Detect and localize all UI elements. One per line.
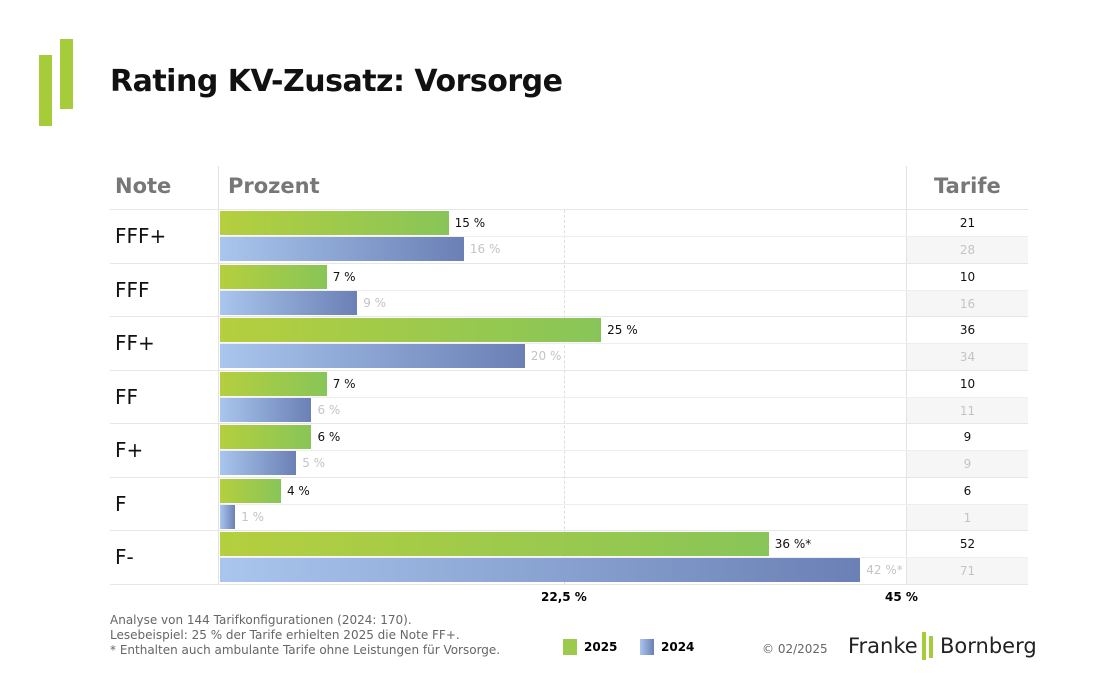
row-divider [110,423,1028,424]
tarife-value: 16 [959,296,976,311]
logo-bar-icon [922,632,926,660]
tarife-bg [907,504,1028,531]
data-label: 5 % [302,456,326,470]
data-label: 6 % [317,430,341,444]
row-subdivider [220,503,1028,505]
bar-2024 [220,344,525,368]
bar-2024 [220,397,312,422]
tarife-value: 11 [959,403,976,418]
bar-2024 [220,290,358,315]
data-label: 4 % [286,483,310,498]
legend-swatch-2024 [640,639,654,655]
tarife-value: 21 [959,216,976,230]
row-divider [110,209,1028,210]
row-divider [110,584,1028,585]
tarife-value: 9 [963,457,972,471]
footnote: Analyse von 144 Tarifkonfigurationen (20… [110,613,412,627]
footnote: Lesebeispiel: 25 % der Tarife erhielten … [110,628,460,642]
divider [218,166,219,584]
category-label: F [115,491,127,516]
row-subdivider [220,396,1028,398]
brand-mark-icon [39,55,52,126]
data-label: 7 % [332,376,356,391]
category-label: FFF [115,277,150,302]
data-label: 16 % [469,242,501,256]
tarife-value: 6 [963,483,972,498]
category-label: F- [115,545,134,569]
data-label: 1 % [241,509,265,524]
data-label: 25 % [607,323,638,337]
legend-2025: 2025 [584,640,618,654]
footnote: * Enthalten auch ambulante Tarife ohne L… [110,643,501,657]
bar-2025 [220,264,327,289]
bar-2025 [220,318,602,342]
data-label: 15 % [454,216,486,230]
data-label: 36 %* [774,537,812,551]
bar-2025 [220,478,281,503]
tarife-value: 34 [959,350,976,364]
data-label: 9 % [363,295,387,310]
tarife-value: 28 [959,243,976,257]
row-subdivider [220,343,1028,344]
tarife-bg [907,558,1028,584]
tick-label: 22,5 % [541,590,587,604]
footnotes: Analyse von 144 Tarifkonfigurationen (20… [110,613,500,658]
row-divider [110,316,1028,317]
data-label: 20 % [530,349,562,363]
bar-2025 [220,371,327,396]
header-tarife: Tarife [934,174,1001,198]
bar-2024 [220,558,861,582]
tick-label: 45 % [885,590,918,604]
data-label: 42 %* [866,563,903,577]
category-label: F+ [115,438,144,462]
tarife-bg [907,237,1028,263]
brand-mark-icon [60,39,73,109]
data-label: 6 % [317,402,341,417]
tarife-value: 36 [959,323,976,337]
row-divider [110,262,1028,264]
row-subdivider [220,450,1028,451]
legend-2024: 2024 [661,640,695,654]
row-divider [110,369,1028,371]
header-note: Note [115,174,172,198]
header-prozent: Prozent [228,174,320,198]
divider [906,166,907,584]
bar-2024 [220,237,464,261]
tarife-value: 10 [959,376,976,391]
data-label: 7 % [332,269,356,284]
logo-bar-icon [929,636,933,658]
row-subdivider [220,236,1028,237]
category-label: FF [115,384,139,409]
bar-2024 [220,504,236,529]
tarife-value: 52 [959,537,976,551]
bar-2025 [220,211,449,235]
tarife-bg [907,290,1028,317]
logo-franke: Franke [848,634,918,658]
tarife-value: 1 [963,510,972,525]
row-subdivider [220,557,1028,558]
row-divider [110,476,1028,478]
row-divider [110,530,1028,531]
tarife-value: 9 [963,430,972,444]
tarife-bg [907,344,1028,370]
chart-title: Rating KV-Zusatz: Vorsorge [110,64,563,99]
tarife-bg [907,451,1028,477]
bar-2025 [220,425,312,449]
tarife-value: 71 [959,564,976,578]
logo-bornberg: Bornberg [940,634,1037,658]
copyright: © 02/2025 [762,642,828,656]
legend-swatch-2025 [563,639,577,655]
bar-2025 [220,532,769,556]
category-label: FFF+ [115,224,167,248]
tarife-value: 10 [959,269,976,284]
bar-2024 [220,451,297,475]
category-label: FF+ [115,331,155,355]
tarife-bg [907,397,1028,424]
row-subdivider [220,289,1028,291]
